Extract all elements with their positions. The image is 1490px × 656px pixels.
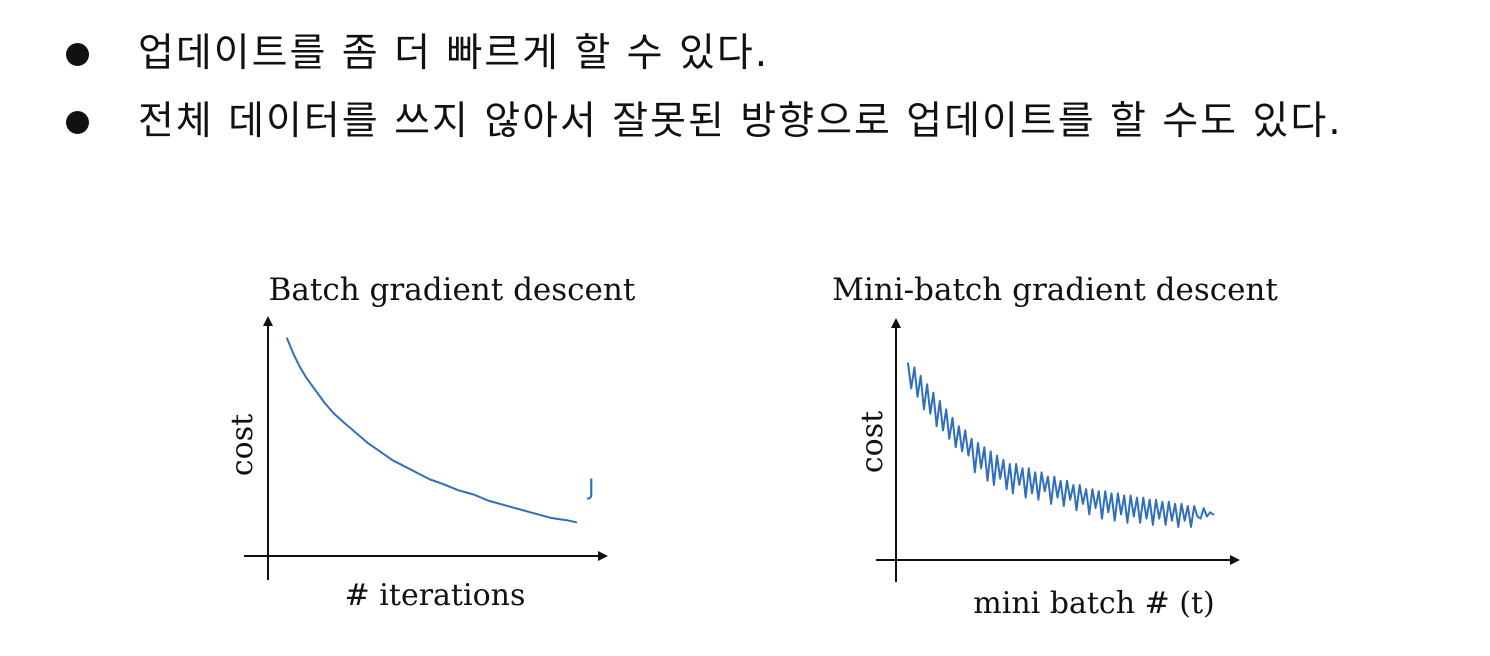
- bullet-dot-icon: [66, 43, 89, 66]
- cost-series-line: [286, 337, 578, 524]
- bullet-text: 전체 데이터를 쓰지 않아서 잘못된 방향으로 업데이트를 할 수도 있다.: [138, 99, 1343, 144]
- bullet-item: 전체 데이터를 쓰지 않아서 잘못된 방향으로 업데이트를 할 수도 있다.: [62, 88, 1472, 156]
- bullet-item: 업데이트를 좀 더 빠르게 할 수 있다.: [62, 20, 1472, 88]
- bullet-dot-icon: [66, 111, 89, 134]
- chart-title: Mini-batch gradient descent: [832, 272, 1278, 308]
- bullet-text: 업데이트를 좀 더 빠르게 할 수 있다.: [138, 31, 770, 76]
- y-axis-label: cost: [855, 411, 890, 473]
- bullet-list: 업데이트를 좀 더 빠르게 할 수 있다. 전체 데이터를 쓰지 않아서 잘못된…: [62, 20, 1472, 156]
- x-axis-label: # iterations: [345, 578, 526, 613]
- minibatch-gd-chart: Mini-batch gradient descent cost mini ba…: [832, 272, 1278, 621]
- cost-series-line: [907, 362, 1215, 528]
- x-axis-label: mini batch # (t): [973, 586, 1214, 621]
- y-axis-label: cost: [225, 414, 260, 476]
- chart-title: Batch gradient descent: [269, 272, 636, 308]
- j-annotation: J: [586, 476, 595, 501]
- batch-gd-chart: Batch gradient descent cost # iterations…: [225, 272, 636, 613]
